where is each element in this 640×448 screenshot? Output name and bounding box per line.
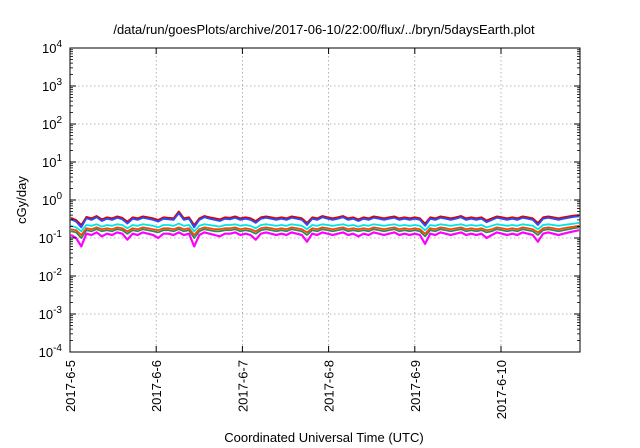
data-series [70, 210, 580, 248]
y-tick-label: 104 [42, 39, 62, 56]
y-tick-label: 101 [42, 153, 62, 170]
series-line-3 [70, 224, 580, 236]
series-line-4 [70, 222, 580, 233]
x-tick-label: 2017-6-10 [494, 360, 509, 419]
chart-title: /data/run/goesPlots/archive/2017-06-10/2… [113, 22, 535, 37]
x-tick-label: 2017-6-7 [235, 360, 250, 412]
x-tick-label: 2017-6-8 [322, 360, 337, 412]
y-tick-label: 102 [42, 115, 62, 132]
x-tick-label: 2017-6-6 [149, 360, 164, 412]
x-axis-label: Coordinated Universal Time (UTC) [224, 430, 423, 445]
axis-ticks [69, 47, 580, 353]
y-tick-label: 10-1 [39, 229, 63, 246]
y-axis-label: cGy/day [14, 176, 29, 224]
y-tick-label: 10-3 [39, 305, 63, 322]
y-tick-label: 10-2 [39, 267, 63, 284]
x-tick-label: 2017-6-9 [408, 360, 423, 412]
x-tick-labels: 2017-6-5 2017-6-6 2017-6-7 2017-6-8 2017-6-9… [63, 360, 509, 419]
y-tick-label: 103 [42, 77, 62, 94]
y-tick-label: 100 [42, 191, 62, 208]
series-line-6 [70, 212, 580, 229]
x-tick-label: 2017-6-5 [63, 360, 78, 412]
y-tick-label: 10-4 [39, 343, 63, 360]
y-tick-labels: 10-4 10-3 10-2 10-1 100 101 102 103 104 [39, 39, 63, 360]
grid-lines [70, 48, 580, 352]
series-line-2 [70, 226, 580, 239]
series-line-1 [70, 229, 580, 248]
series-line-5 [70, 210, 580, 226]
